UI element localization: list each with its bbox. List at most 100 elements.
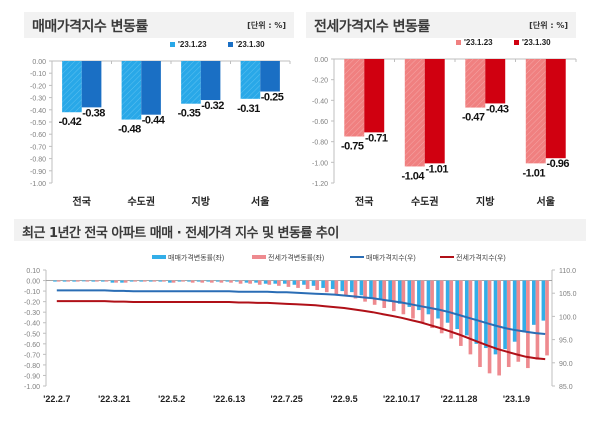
legend-sale-index-label: 매매가격지수(우): [366, 253, 416, 262]
data-label-curr: -1.01: [425, 163, 448, 175]
sale-rate-bar: [168, 280, 172, 283]
legend-jeonse-rate-label: 전세가격변동률(좌): [268, 253, 324, 262]
data-label-prev: -0.75: [341, 141, 364, 153]
sale-rate-bar: [436, 280, 440, 319]
category-label: 지방: [192, 195, 211, 208]
y-tick-label: -1.00: [30, 181, 46, 188]
jeonse-rate-bar: [430, 280, 434, 328]
x-tick-label: '22.9.5: [331, 394, 358, 404]
category-label: 수도권: [127, 196, 155, 208]
left-tick-label: -0.70: [24, 352, 40, 359]
category-label: 전국: [73, 195, 91, 208]
jeonse-rate-bar: [267, 280, 272, 285]
data-label-prev: -0.48: [118, 124, 141, 136]
sale-rate-bar: [445, 280, 450, 323]
jeonse-chart-unit: [단위 : %]: [529, 21, 568, 30]
jeonse-rate-bar: [344, 280, 348, 297]
bar-prev: [240, 61, 261, 99]
jeonse-index-line: [56, 300, 546, 361]
jeonse-rate-bar: [324, 280, 329, 293]
y-tick-label: -0.40: [30, 108, 46, 115]
jeonse-rate-bar: [516, 280, 521, 362]
sale-rate-bar: [522, 280, 527, 333]
sale-rate-bar: [53, 280, 57, 282]
jeonse-rate-bar: [142, 280, 147, 282]
y-tick-label: -1.20: [312, 181, 328, 188]
jeonse-rate-bar: [257, 280, 262, 285]
y-tick-label: -0.20: [312, 78, 328, 85]
left-tick-label: -1.00: [24, 384, 40, 391]
data-label-curr: -0.96: [546, 158, 569, 170]
jeonse-rate-bar: [95, 280, 99, 282]
jeonse-rate-bar: [459, 280, 463, 346]
jeonse-rate-bar: [487, 280, 492, 374]
jeonse-rate-bar: [315, 280, 320, 291]
bar-prev: [62, 61, 82, 113]
jeonse-rate-bar: [353, 280, 358, 299]
bar-prev: [525, 59, 546, 164]
bar-curr: [81, 61, 102, 108]
jeonse-rate-bar: [334, 280, 339, 295]
sale-rate-bar: [474, 280, 479, 344]
sale-rate-bar: [187, 280, 191, 282]
jeonse-rate-bar: [305, 280, 310, 289]
trend-chart: 0.10 0.00 -0.10 -0.20 -0.30 -0.40 -0.50 -0.60 -0…: [24, 253, 577, 404]
right-tick-label: 95.0: [559, 338, 573, 345]
sale-rate-bar: [273, 280, 278, 284]
legend-sale-rate-swatch: [152, 255, 166, 259]
sale-rate-bar: [72, 280, 76, 282]
jeonse-rate-bar: [104, 280, 109, 282]
sale-rate-bar: [235, 280, 239, 282]
y-tick-label: -0.60: [30, 132, 46, 139]
sale-rate-bar: [330, 280, 335, 289]
jeonse-rate-bar: [229, 280, 233, 283]
sale-rate-bar: [359, 280, 364, 296]
x-tick-label: '22.3.21: [98, 394, 130, 404]
x-tick-label: '22.10.17: [383, 394, 420, 404]
y-tick-label: -0.50: [30, 120, 46, 127]
sale-rate-bar: [148, 280, 153, 282]
jeonse-rate-bar: [114, 280, 118, 283]
sale-rate-bar: [397, 280, 402, 304]
sale-rate-bar: [206, 280, 211, 282]
category-label: 서울: [537, 195, 555, 208]
jeonse-rate-bar: [286, 280, 291, 287]
jeonse-rate-bar: [171, 280, 176, 283]
x-tick-label: '22.2.7: [43, 394, 70, 404]
right-tick-label: 105.0: [559, 291, 577, 298]
legend-label-prev: '23.1.23: [178, 40, 207, 49]
sale-rate-bar: [292, 280, 297, 285]
left-tick-label: -0.50: [24, 331, 40, 338]
jeonse-rate-bar: [219, 280, 224, 283]
x-tick-label: '22.5.2: [158, 394, 185, 404]
sale-rate-bar: [512, 280, 517, 342]
sale-rate-bar: [369, 280, 373, 298]
sale-rate-bar: [177, 280, 182, 282]
sale-rate-bar: [378, 280, 383, 300]
legend-sale-rate-label: 매매가격변동률(좌): [168, 253, 224, 262]
jeonse-rate-bar: [85, 280, 90, 282]
sale-rate-bar: [493, 280, 498, 355]
sale-chart-header: 매매가격지수 변동률 [단위 : %]: [24, 12, 294, 38]
y-tick-label: -0.70: [30, 144, 46, 151]
bar-curr: [364, 59, 385, 133]
jeonse-rate-bar: [497, 280, 501, 376]
left-tick-label: 0.10: [26, 268, 40, 275]
sale-rate-bar: [388, 280, 392, 302]
legend-jeonse-index-label: 전세가격지수(우): [456, 253, 506, 262]
y-tick-label: 0.00: [314, 57, 328, 64]
legend-swatch-curr: [514, 40, 519, 45]
jeonse-rate-bar: [277, 280, 281, 286]
sale-chart-title: 매매가격지수 변동률: [32, 19, 148, 35]
sale-rate-bar: [282, 280, 287, 284]
sale-rate-bar: [426, 280, 431, 315]
left-tick-label: 0.00: [26, 279, 40, 286]
left-tick-label: -0.20: [24, 300, 40, 307]
left-tick-label: -0.90: [24, 373, 40, 380]
sale-rate-bar: [541, 280, 546, 321]
jeonse-chart-header: 전세가격지수 변동률 [단위 : %]: [306, 12, 576, 38]
x-tick-label: '22.6.13: [213, 394, 245, 404]
data-label-curr: -0.32: [201, 100, 224, 112]
bar-curr: [260, 61, 280, 92]
